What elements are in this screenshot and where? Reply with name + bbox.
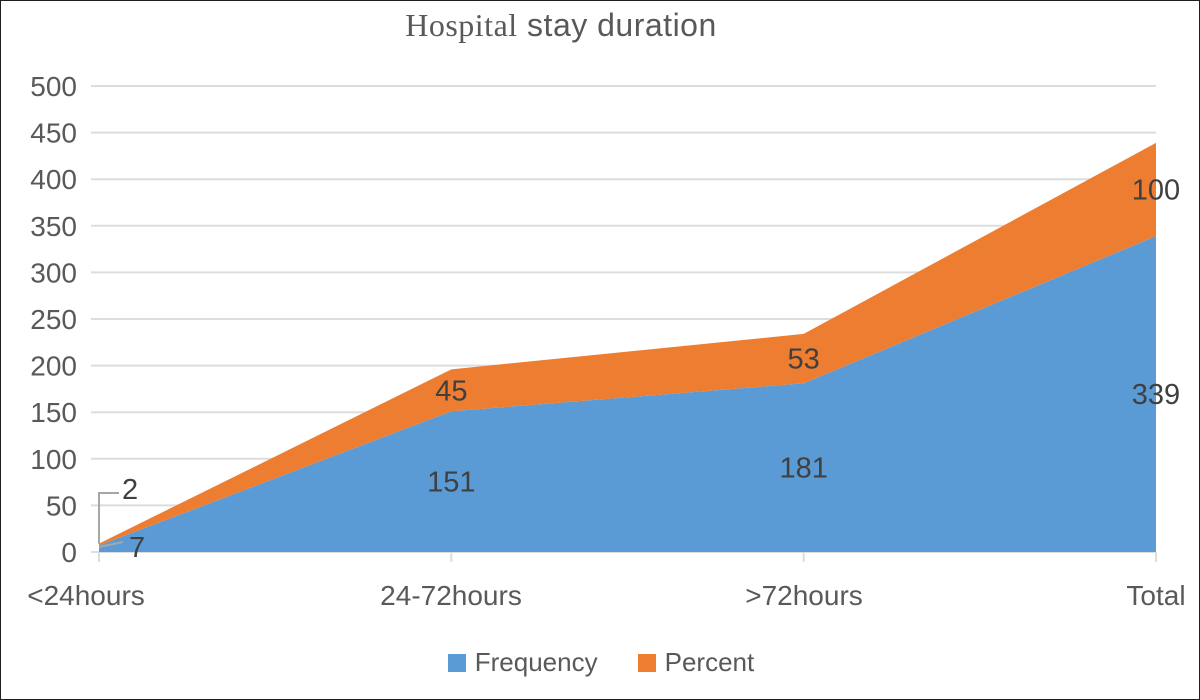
x-axis-label: <24hours <box>27 580 145 611</box>
y-tick-label: 50 <box>46 490 77 521</box>
plot-area: 0 50 100 150 200 250 300 350 400 450 500 7 151 181 339… <box>30 71 1180 568</box>
data-label-frequency: 181 <box>779 453 827 485</box>
y-tick-label: 450 <box>30 118 77 149</box>
legend: Frequency Percent <box>1 647 1199 678</box>
leader-line-percent <box>98 492 119 544</box>
data-label-percent: 100 <box>1132 174 1180 206</box>
frequency-swatch-icon <box>447 653 466 672</box>
legend-item-frequency: Frequency <box>447 647 598 678</box>
y-tick-label: 0 <box>61 537 77 568</box>
x-axis-label: 24-72hours <box>380 580 522 611</box>
legend-item-percent: Percent <box>637 647 755 678</box>
x-axis-label: >72hours <box>745 580 863 611</box>
data-label-percent: 2 <box>122 474 138 506</box>
y-tick-label: 500 <box>30 71 77 102</box>
data-label-frequency: 339 <box>1132 379 1180 411</box>
legend-label: Frequency <box>474 647 598 677</box>
y-tick-label: 200 <box>30 351 77 382</box>
data-label-frequency: 151 <box>427 467 475 499</box>
data-label-percent: 45 <box>435 375 467 407</box>
y-tick-label: 350 <box>30 211 77 242</box>
y-tick-label: 400 <box>30 164 77 195</box>
data-label-percent: 53 <box>788 344 820 376</box>
y-tick-label: 150 <box>30 397 77 428</box>
legend-label: Percent <box>664 647 755 677</box>
y-tick-label: 100 <box>30 444 77 475</box>
chart-title-serif: Hospital <box>405 7 518 43</box>
chart-title: Hospital stay duration <box>1 7 1121 44</box>
x-axis-label: Total <box>1126 580 1186 611</box>
chart-title-sans: stay duration <box>517 7 717 43</box>
leader-line-frequency <box>98 541 124 548</box>
data-label-frequency: 7 <box>129 532 145 564</box>
y-tick-label: 300 <box>30 257 77 288</box>
area-series-percent <box>99 142 1156 546</box>
area-series-frequency <box>99 236 1156 552</box>
percent-swatch-icon <box>637 653 656 672</box>
y-tick-label: 250 <box>30 304 77 335</box>
